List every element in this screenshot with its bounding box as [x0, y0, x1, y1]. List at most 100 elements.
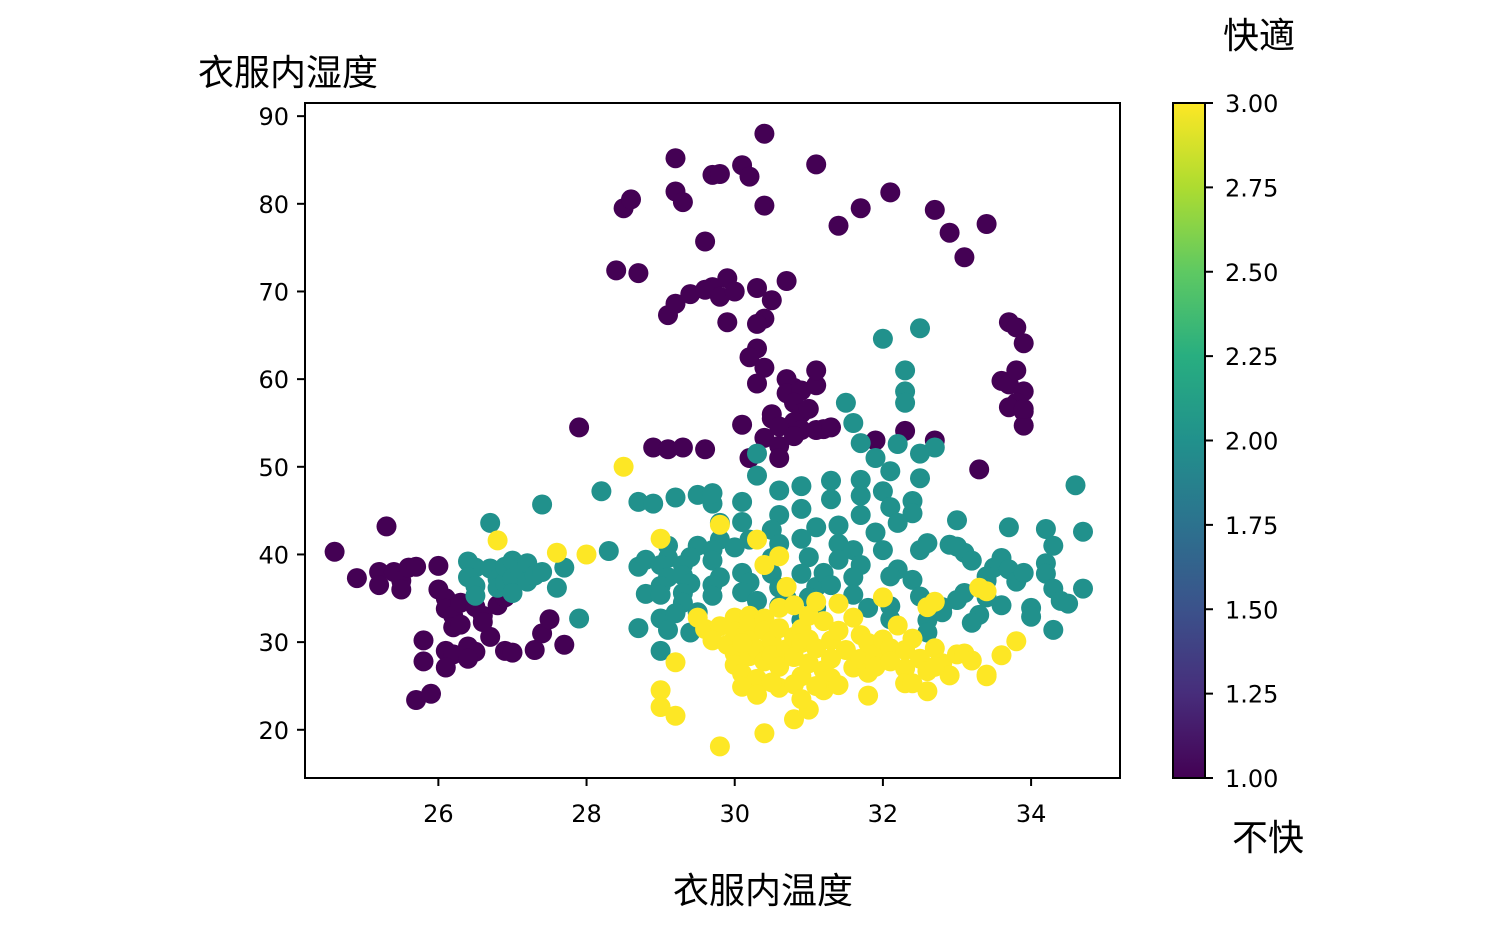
data-point-class-1 [880, 182, 901, 203]
data-point-class-2 [924, 437, 945, 458]
data-point-class-2 [650, 640, 671, 661]
data-point-class-2 [806, 517, 827, 538]
data-point-class-3 [784, 595, 804, 616]
colorbar-ticks: 1.00 1.25 1.50 1.75 2.00 2.25 2.50 2.75 3.00 [1205, 90, 1278, 793]
data-point-class-3 [754, 555, 775, 575]
data-point-class-2 [821, 575, 841, 596]
data-point-class-3 [828, 620, 849, 641]
data-point-class-2 [798, 547, 819, 568]
data-point-class-1 [769, 416, 790, 437]
data-point-class-3 [835, 640, 856, 660]
data-point-class-1 [1013, 398, 1034, 419]
data-point-class-1 [658, 439, 678, 460]
data-point-class-3 [813, 611, 834, 632]
data-point-class-1 [391, 579, 412, 600]
data-point-class-2 [591, 481, 612, 502]
data-point-class-3 [791, 689, 812, 710]
data-point-class-2 [1043, 535, 1064, 556]
data-point-class-1 [346, 568, 367, 589]
data-point-class-2 [791, 476, 812, 497]
data-point-class-2 [850, 505, 871, 525]
data-point-class-1 [428, 555, 449, 576]
data-point-class-2 [628, 618, 649, 639]
data-point-class-2 [947, 510, 967, 531]
data-point-class-3 [665, 652, 686, 673]
data-point-class-2 [880, 497, 901, 518]
data-point-class-1 [665, 148, 686, 169]
data-point-class-2 [843, 413, 864, 433]
data-point-class-1 [821, 417, 841, 438]
data-point-class-2 [821, 470, 841, 491]
colorbar-top-label: 快適 [1223, 16, 1295, 57]
data-point-class-1 [806, 154, 827, 175]
data-point-class-1 [806, 360, 827, 381]
data-point-class-2 [902, 569, 923, 590]
data-point-class-3 [747, 684, 767, 705]
y-tick-label: 60 [258, 366, 289, 394]
data-point-class-3 [991, 645, 1012, 666]
colorbar-tick-label: 1.25 [1225, 681, 1278, 709]
data-point-class-3 [1006, 631, 1027, 652]
data-point-class-1 [969, 459, 990, 480]
data-point-class-2 [1065, 475, 1086, 496]
data-point-class-2 [1073, 578, 1093, 599]
data-point-class-1 [621, 189, 641, 210]
data-point-class-2 [791, 498, 812, 519]
data-point-class-3 [665, 705, 686, 726]
data-point-class-1 [606, 260, 627, 281]
data-point-class-1 [450, 614, 471, 635]
data-point-class-2 [1058, 593, 1079, 614]
data-point-class-3 [650, 697, 671, 717]
data-point-class-3 [769, 546, 790, 567]
data-point-class-3 [650, 528, 671, 549]
data-point-class-2 [687, 484, 708, 505]
colorbar-tick-label: 1.50 [1225, 596, 1278, 624]
data-point-class-2 [843, 584, 864, 605]
data-point-class-3 [784, 674, 804, 695]
data-point-class-2 [828, 515, 849, 536]
data-point-class-2 [821, 489, 841, 510]
data-point-class-3 [843, 607, 864, 628]
data-point-class-1 [413, 630, 434, 651]
data-point-class-2 [532, 562, 553, 582]
data-point-class-3 [828, 675, 849, 696]
data-point-class-2 [1035, 563, 1056, 584]
x-axis-label: 衣服内温度 [673, 871, 853, 912]
data-point-class-1 [709, 164, 730, 184]
data-point-class-3 [761, 672, 782, 693]
data-point-class-1 [724, 281, 745, 302]
y-tick-label: 70 [258, 278, 289, 306]
data-point-class-2 [502, 583, 523, 603]
data-point-class-3 [732, 676, 753, 697]
data-point-class-2 [961, 550, 982, 571]
data-point-class-2 [554, 557, 575, 578]
x-tick-label: 34 [1016, 800, 1047, 828]
data-point-class-2 [880, 461, 901, 482]
data-point-class-2 [843, 567, 864, 588]
data-point-class-2 [828, 549, 849, 570]
data-point-class-1 [732, 414, 753, 435]
data-point-class-2 [650, 584, 671, 605]
data-point-class-1 [480, 626, 501, 647]
data-point-class-2 [880, 566, 901, 587]
data-point-class-1 [695, 439, 716, 460]
data-point-class-3 [754, 723, 775, 744]
data-point-class-2 [665, 603, 686, 624]
data-point-class-1 [954, 247, 975, 268]
data-point-class-3 [776, 576, 797, 597]
y-tick-label: 90 [258, 103, 289, 131]
data-point-class-1 [776, 271, 797, 291]
data-point-class-1 [458, 648, 478, 669]
data-point-class-1 [524, 640, 545, 660]
y-tick-label: 80 [258, 191, 289, 219]
y-tick-label: 50 [258, 454, 289, 482]
data-point-class-1 [628, 263, 649, 284]
data-point-class-3 [487, 530, 508, 551]
data-point-class-3 [769, 597, 790, 618]
data-point-class-1 [754, 427, 775, 448]
data-point-class-1 [1006, 360, 1027, 381]
data-point-class-3 [709, 514, 730, 535]
data-point-class-3 [747, 529, 767, 550]
data-point-class-1 [554, 634, 575, 655]
colorbar-bottom-label: 不快 [1232, 818, 1304, 859]
